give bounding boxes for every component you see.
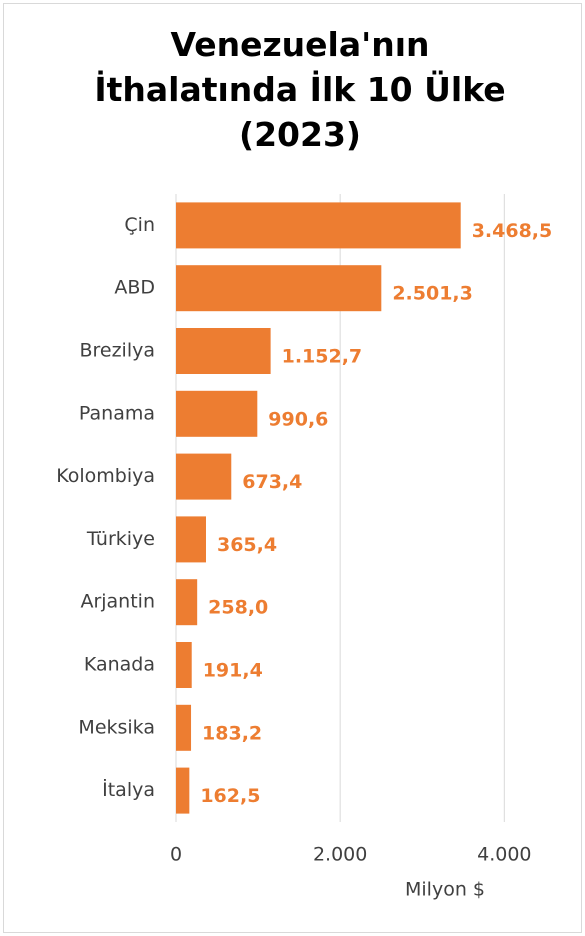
bar — [176, 516, 206, 563]
y-tick-label: ABD — [114, 277, 155, 299]
x-tick-label: 4.000 — [477, 844, 531, 866]
chart-frame — [3, 3, 582, 933]
x-tick-label: 0 — [170, 844, 182, 866]
bar — [176, 390, 258, 437]
x-tick-label: 2.000 — [313, 844, 367, 866]
data-label: 1.152,7 — [282, 346, 363, 368]
data-label: 258,0 — [208, 597, 268, 619]
data-label: 2.501,3 — [392, 283, 473, 305]
chart-title: Venezuela'nın İthalatında İlk 10 Ülke (2… — [94, 25, 506, 154]
bar — [176, 453, 232, 500]
bar — [176, 767, 190, 814]
data-label: 365,4 — [217, 534, 277, 556]
y-tick-label: Kanada — [84, 654, 155, 676]
y-tick-label: Panama — [79, 402, 155, 424]
bar — [176, 202, 461, 249]
data-label: 3.468,5 — [472, 220, 553, 242]
data-label: 191,4 — [203, 660, 263, 682]
data-label: 673,4 — [242, 471, 302, 493]
y-tick-label: Türkiye — [86, 528, 155, 550]
data-label: 162,5 — [200, 785, 260, 807]
data-label: 990,6 — [268, 408, 328, 430]
bar — [176, 328, 271, 374]
y-tick-label: Kolombiya — [56, 465, 155, 487]
data-label: 183,2 — [202, 722, 262, 744]
y-tick-label: Meksika — [78, 716, 155, 738]
y-tick-label: Arjantin — [80, 591, 155, 613]
bar — [176, 579, 198, 626]
x-axis-title: Milyon $ — [405, 879, 485, 901]
bar — [176, 265, 382, 312]
y-tick-label: İtalya — [102, 778, 155, 801]
y-tick-label: Brezilya — [79, 340, 155, 362]
bar — [176, 704, 192, 751]
bar — [176, 642, 192, 688]
y-tick-label: Çin — [124, 214, 155, 236]
